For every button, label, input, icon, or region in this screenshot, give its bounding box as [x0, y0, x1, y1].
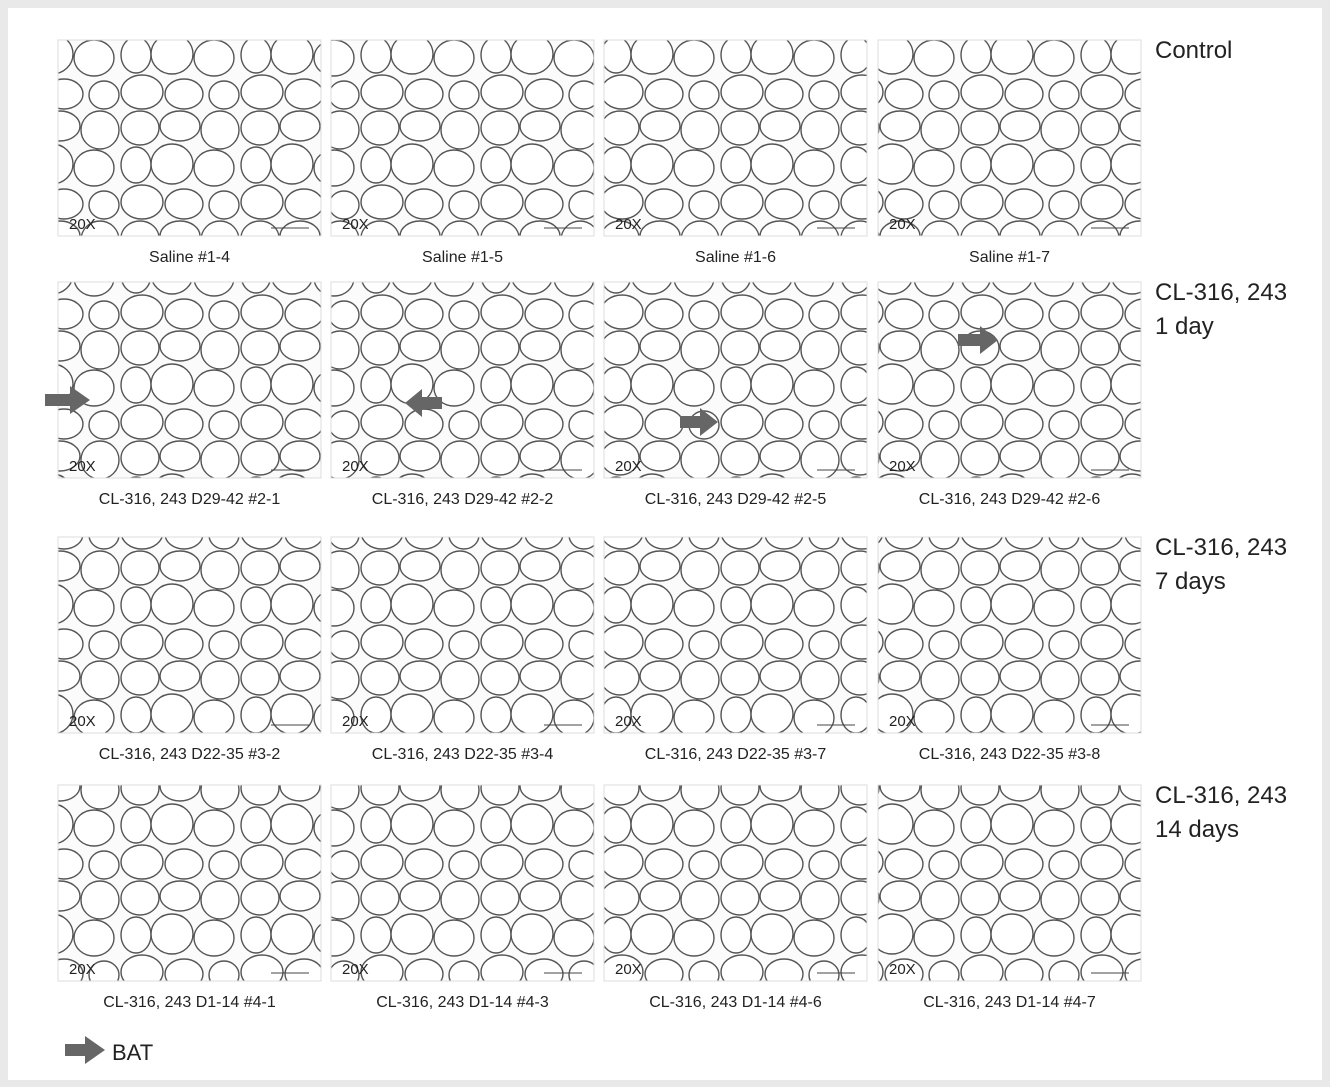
panel-caption: CL-316, 243 D22-35 #3-2 — [99, 746, 281, 763]
micrograph — [58, 282, 321, 478]
magnification-label: 20X — [889, 216, 916, 233]
micrograph — [58, 40, 321, 236]
panel-caption: CL-316, 243 D1-14 #4-6 — [649, 994, 822, 1011]
magnification-label: 20X — [342, 458, 369, 475]
row-label: 7 days — [1155, 568, 1226, 595]
micrograph — [878, 785, 1141, 981]
magnification-label: 20X — [889, 458, 916, 475]
micrograph — [604, 40, 867, 236]
row-label: CL-316, 243 — [1155, 534, 1287, 561]
magnification-label: 20X — [615, 458, 642, 475]
magnification-label: 20X — [615, 713, 642, 730]
panel-caption: CL-316, 243 D29-42 #2-2 — [372, 491, 554, 508]
micrograph — [331, 40, 594, 236]
panel-caption: Saline #1-5 — [422, 249, 503, 266]
micrograph — [604, 785, 867, 981]
micrograph — [331, 785, 594, 981]
magnification-label: 20X — [615, 216, 642, 233]
panel-caption: Saline #1-7 — [969, 249, 1050, 266]
magnification-label: 20X — [615, 961, 642, 978]
micrograph — [604, 537, 867, 733]
micrograph — [331, 282, 594, 478]
micrograph — [604, 282, 867, 478]
micrograph — [878, 537, 1141, 733]
micrograph — [58, 537, 321, 733]
panel-caption: CL-316, 243 D29-42 #2-5 — [645, 491, 827, 508]
micrograph — [331, 537, 594, 733]
magnification-label: 20X — [889, 713, 916, 730]
page: Control 20X Saline #1-4 20X Saline #1-5 20X Sa… — [0, 0, 1330, 1087]
magnification-label: 20X — [889, 961, 916, 978]
figure: Control 20X Saline #1-4 20X Saline #1-5 20X Sa… — [0, 0, 1330, 1087]
panel-caption: Saline #1-6 — [695, 249, 776, 266]
micrograph — [878, 40, 1141, 236]
row-label: CL-316, 243 — [1155, 782, 1287, 809]
panel-caption: CL-316, 243 D22-35 #3-4 — [372, 746, 554, 763]
magnification-label: 20X — [69, 961, 96, 978]
micrograph — [58, 785, 321, 981]
panel-caption: CL-316, 243 D22-35 #3-7 — [645, 746, 827, 763]
magnification-label: 20X — [69, 458, 96, 475]
panel-caption: CL-316, 243 D29-42 #2-6 — [919, 491, 1101, 508]
legend-label: BAT — [112, 1040, 153, 1065]
row-label: Control — [1155, 37, 1232, 64]
panel-caption: CL-316, 243 D1-14 #4-3 — [376, 994, 549, 1011]
panel-caption: CL-316, 243 D1-14 #4-7 — [923, 994, 1096, 1011]
row-label: 14 days — [1155, 816, 1239, 843]
panel-caption: CL-316, 243 D22-35 #3-8 — [919, 746, 1101, 763]
row-label: CL-316, 243 — [1155, 279, 1287, 306]
magnification-label: 20X — [342, 961, 369, 978]
magnification-label: 20X — [342, 713, 369, 730]
magnification-label: 20X — [342, 216, 369, 233]
panel-caption: CL-316, 243 D29-42 #2-1 — [99, 491, 281, 508]
magnification-label: 20X — [69, 713, 96, 730]
panel-caption: Saline #1-4 — [149, 249, 230, 266]
panel-caption: CL-316, 243 D1-14 #4-1 — [103, 994, 276, 1011]
row-label: 1 day — [1155, 313, 1214, 340]
magnification-label: 20X — [69, 216, 96, 233]
micrograph — [878, 282, 1141, 478]
